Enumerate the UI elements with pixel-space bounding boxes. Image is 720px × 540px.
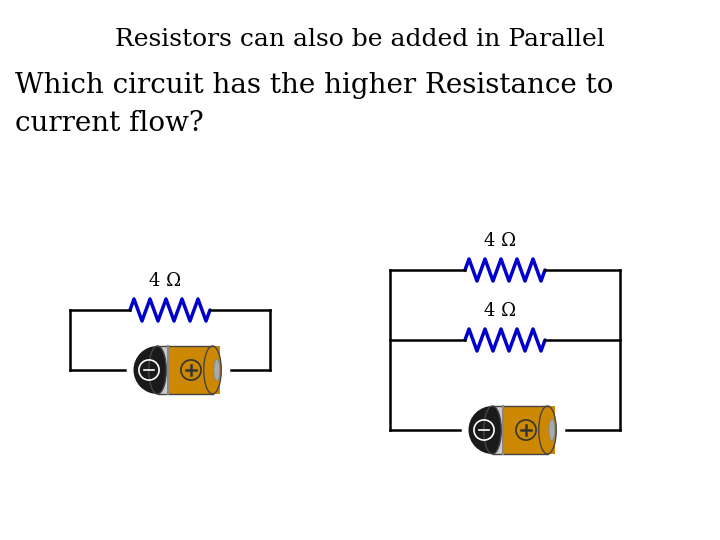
Text: 4 Ω: 4 Ω [484, 232, 516, 250]
Ellipse shape [539, 406, 557, 454]
Polygon shape [492, 406, 518, 454]
Polygon shape [503, 406, 555, 454]
Text: Resistors can also be added in Parallel: Resistors can also be added in Parallel [115, 28, 605, 51]
Ellipse shape [549, 419, 555, 441]
Text: current flow?: current flow? [15, 110, 204, 137]
Text: 4 Ω: 4 Ω [149, 272, 181, 290]
Ellipse shape [204, 346, 221, 394]
Wedge shape [133, 346, 158, 394]
Polygon shape [168, 346, 220, 394]
Polygon shape [158, 346, 168, 394]
Text: Which circuit has the higher Resistance to: Which circuit has the higher Resistance … [15, 72, 613, 99]
Ellipse shape [149, 346, 166, 394]
Wedge shape [469, 406, 492, 454]
Ellipse shape [214, 359, 220, 381]
Polygon shape [158, 346, 182, 394]
Ellipse shape [484, 406, 501, 454]
Polygon shape [492, 406, 503, 454]
Text: 4 Ω: 4 Ω [484, 302, 516, 320]
